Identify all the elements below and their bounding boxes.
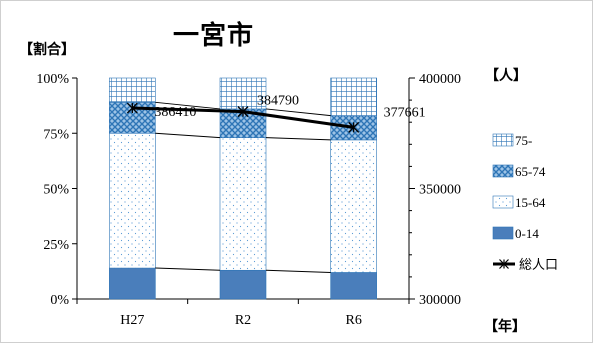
series-connector-line [265, 269, 331, 273]
total-population-marker [126, 102, 138, 114]
bar-segment-75--R2 [219, 77, 267, 110]
legend-label-15-64: 15-64 [515, 195, 546, 210]
legend-label-0-14: 0-14 [515, 226, 539, 241]
legend-label-65-74: 65-74 [515, 164, 546, 179]
series-connector-line [265, 108, 331, 117]
series-connector-line [265, 137, 331, 141]
right-tick-label: 300000 [419, 293, 461, 308]
left-axis-unit-label: 【割合】 [19, 42, 75, 58]
x-axis-unit-label: 【年】 [484, 319, 526, 335]
left-tick-label: 0% [50, 293, 69, 308]
legend-swatch-15-64 [492, 195, 514, 209]
legend-swatch-75- [492, 133, 514, 147]
bar-segment-75--R6 [330, 77, 377, 116]
bar-segment-15-64-R6 [330, 139, 377, 273]
legend-swatch-0-14 [492, 226, 514, 240]
total-population-marker [348, 121, 360, 133]
bar-segment-15-64-R2 [219, 137, 267, 271]
bar-segment-0-14-R2 [219, 269, 267, 300]
series-connector-line [155, 101, 221, 110]
total-population-data-label: 386410 [154, 105, 196, 120]
x-category-label: R2 [235, 313, 251, 328]
legend-swatch-65-74 [492, 164, 514, 178]
left-tick-label: 25% [43, 238, 69, 253]
bar-segment-75--H27 [109, 77, 156, 103]
total-population-data-label: 377661 [384, 105, 426, 120]
right-tick-label: 350000 [419, 183, 461, 198]
series-connector-line [155, 132, 221, 139]
bar-segment-0-14-H27 [109, 267, 156, 300]
left-tick-label: 75% [43, 127, 69, 142]
chart-title: 一宮市 [173, 21, 255, 51]
x-category-label: H27 [120, 313, 144, 328]
total-population-marker [237, 106, 249, 118]
right-tick-label: 400000 [419, 72, 461, 87]
total-population-data-label: 384790 [257, 94, 299, 109]
x-category-label: R6 [345, 313, 361, 328]
right-axis-unit-label: 【人】 [485, 68, 527, 84]
left-tick-label: 50% [43, 183, 69, 198]
left-tick-label: 100% [36, 72, 69, 87]
bar-segment-15-64-H27 [109, 132, 156, 269]
series-connector-line [155, 267, 221, 271]
legend-label-total-population: 総人口 [519, 258, 558, 273]
bar-segment-0-14-R6 [330, 272, 377, 300]
legend-label-75-: 75- [515, 133, 532, 148]
